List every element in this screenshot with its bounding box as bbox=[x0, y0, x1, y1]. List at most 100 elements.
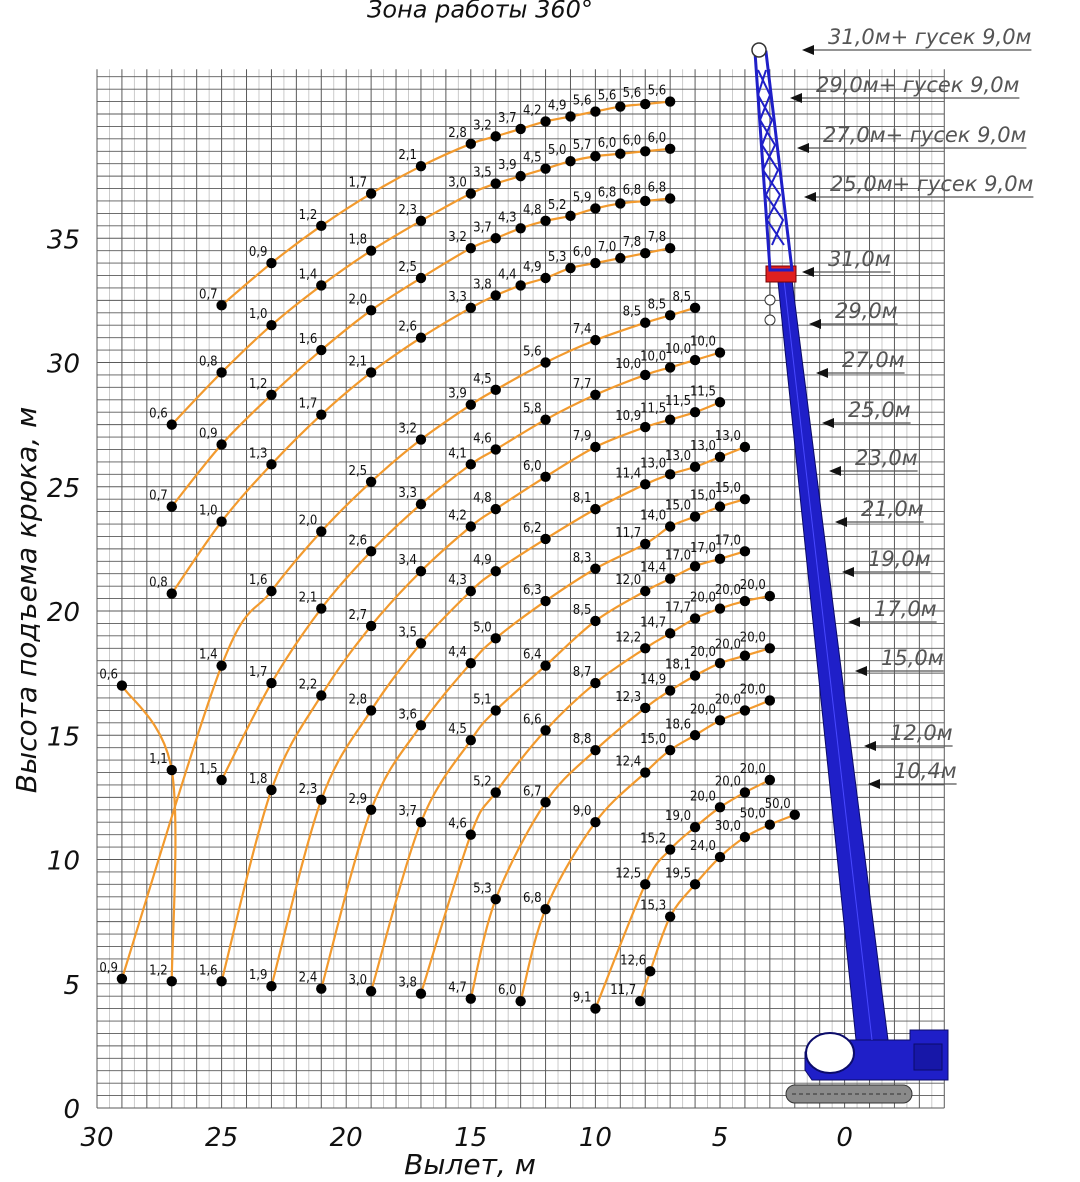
load-label: 13,0 bbox=[690, 439, 716, 454]
load-point bbox=[640, 538, 651, 550]
load-label: 13,0 bbox=[640, 456, 666, 471]
load-point bbox=[490, 384, 501, 396]
load-label: 15,0 bbox=[690, 489, 716, 504]
boom-length-label: 29,0м+ гусек 9,0м bbox=[816, 73, 1020, 97]
load-point bbox=[714, 347, 726, 358]
load-label: 20,0 bbox=[690, 645, 716, 660]
load-point bbox=[764, 590, 776, 602]
load-label: 14,7 bbox=[640, 615, 666, 630]
load-label: 7,8 bbox=[648, 230, 667, 245]
load-label: 11,4 bbox=[615, 466, 641, 481]
load-label: 7,0 bbox=[598, 240, 617, 255]
load-label: 2,6 bbox=[349, 533, 368, 548]
load-label: 1,8 bbox=[249, 772, 268, 787]
load-label: 8,1 bbox=[573, 491, 592, 506]
load-label: 4,4 bbox=[498, 267, 517, 282]
load-point bbox=[635, 995, 646, 1007]
load-point bbox=[664, 685, 676, 696]
load-point bbox=[365, 804, 377, 815]
x-tick-label: 15 bbox=[454, 1123, 487, 1153]
load-point bbox=[640, 421, 651, 433]
load-label: 10,0 bbox=[640, 349, 666, 364]
load-label: 17,0 bbox=[665, 548, 691, 563]
load-label: 14,0 bbox=[640, 509, 666, 524]
load-label: 4,9 bbox=[548, 98, 567, 113]
load-point bbox=[166, 976, 177, 987]
load-label: 15,0 bbox=[715, 481, 741, 496]
load-point bbox=[640, 585, 651, 597]
load-point bbox=[216, 516, 227, 527]
load-point bbox=[415, 566, 427, 577]
load-label: 2,3 bbox=[398, 203, 417, 218]
load-point bbox=[490, 503, 501, 515]
load-label: 3,9 bbox=[498, 158, 517, 173]
load-label: 7,7 bbox=[573, 377, 592, 392]
load-label: 1,2 bbox=[149, 963, 168, 978]
load-label: 5,3 bbox=[548, 250, 567, 265]
load-point bbox=[365, 305, 377, 316]
load-point bbox=[266, 257, 277, 269]
load-point bbox=[689, 511, 701, 522]
leader-arrow bbox=[855, 666, 867, 676]
load-label: 0,9 bbox=[199, 427, 218, 442]
load-point bbox=[515, 170, 526, 182]
load-label: 2,1 bbox=[349, 354, 368, 369]
load-label: 20,0 bbox=[690, 789, 716, 804]
load-point bbox=[590, 744, 601, 756]
load-point bbox=[465, 138, 476, 150]
boom-length-label: 25,0м bbox=[848, 398, 911, 422]
leader-arrow bbox=[842, 567, 854, 577]
load-label: 3,0 bbox=[349, 973, 368, 988]
x-tick-label: 30 bbox=[80, 1123, 113, 1153]
load-label: 6,0 bbox=[573, 245, 592, 260]
load-point bbox=[714, 603, 726, 614]
load-label: 4,1 bbox=[448, 446, 467, 461]
load-point bbox=[615, 148, 626, 159]
load-point bbox=[465, 242, 476, 254]
axis-ticks: 30 25 20 15 10 5 0 0 5 10 15 20 25 30 35 bbox=[47, 225, 853, 1153]
load-point bbox=[540, 116, 551, 127]
load-point bbox=[664, 193, 676, 204]
load-label: 2,3 bbox=[299, 782, 318, 797]
leader-arrow bbox=[822, 418, 834, 428]
load-point bbox=[490, 894, 501, 905]
grid bbox=[96, 69, 945, 1109]
load-point bbox=[689, 613, 701, 624]
load-label: 1,8 bbox=[349, 233, 368, 248]
load-label: 5,6 bbox=[648, 84, 667, 99]
load-point bbox=[590, 257, 601, 269]
load-label: 12,6 bbox=[620, 953, 646, 968]
load-label: 10,9 bbox=[615, 409, 641, 424]
load-point bbox=[515, 123, 526, 135]
load-point bbox=[565, 210, 576, 222]
load-label: 11,5 bbox=[640, 402, 666, 417]
load-label: 1,2 bbox=[299, 208, 318, 223]
load-point bbox=[764, 819, 776, 830]
load-label: 4,2 bbox=[523, 103, 542, 118]
load-label: 1,2 bbox=[249, 377, 268, 392]
load-label: 50,0 bbox=[740, 807, 766, 822]
load-point bbox=[365, 245, 377, 256]
load-label: 8,5 bbox=[623, 305, 642, 320]
load-point bbox=[739, 441, 751, 453]
load-point bbox=[640, 247, 651, 259]
load-point bbox=[664, 744, 676, 756]
load-label: 3,6 bbox=[398, 707, 417, 722]
load-label: 5,3 bbox=[473, 881, 492, 896]
load-point bbox=[615, 198, 626, 209]
load-point bbox=[590, 441, 601, 453]
load-point bbox=[739, 493, 751, 505]
x-axis-label: Вылет, м bbox=[404, 1148, 536, 1181]
load-label: 6,4 bbox=[523, 648, 542, 663]
load-label: 9,1 bbox=[573, 991, 592, 1006]
load-point bbox=[590, 1003, 601, 1014]
load-point bbox=[465, 521, 476, 532]
load-label: 20,0 bbox=[715, 638, 741, 653]
load-point bbox=[216, 300, 227, 311]
x-tick-label: 0 bbox=[836, 1123, 853, 1153]
load-point bbox=[764, 774, 776, 786]
load-point bbox=[739, 650, 751, 661]
load-point bbox=[266, 459, 277, 470]
load-point bbox=[664, 628, 676, 639]
